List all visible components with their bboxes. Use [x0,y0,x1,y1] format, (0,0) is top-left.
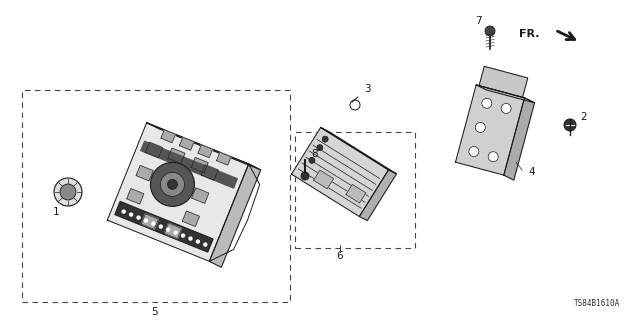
Circle shape [150,162,195,206]
Text: 5: 5 [152,307,158,317]
Circle shape [482,98,492,108]
Polygon shape [108,123,249,261]
Circle shape [317,145,323,151]
Polygon shape [209,164,260,267]
Circle shape [54,178,82,206]
Polygon shape [321,127,397,174]
Text: 3: 3 [364,84,371,94]
Circle shape [476,123,485,132]
Circle shape [469,147,479,156]
Polygon shape [115,202,213,252]
Polygon shape [198,145,212,158]
Polygon shape [191,157,208,173]
Polygon shape [476,85,534,103]
Circle shape [301,172,309,180]
Polygon shape [145,142,163,158]
Polygon shape [147,123,260,170]
Polygon shape [179,137,194,150]
Circle shape [168,180,177,189]
Polygon shape [359,170,397,220]
Polygon shape [192,188,209,203]
Circle shape [182,234,184,237]
Circle shape [137,216,140,219]
Text: 6: 6 [337,251,343,261]
Polygon shape [141,141,237,188]
Circle shape [166,228,170,231]
Polygon shape [127,188,144,204]
Text: 2: 2 [580,112,588,122]
Polygon shape [182,211,200,227]
Circle shape [488,152,498,162]
Polygon shape [161,130,175,143]
Bar [295,132,415,248]
Polygon shape [314,170,333,189]
Circle shape [196,240,200,243]
Text: 8: 8 [312,149,318,159]
Circle shape [309,157,315,163]
Circle shape [122,210,125,213]
Polygon shape [141,214,159,229]
Circle shape [564,119,576,131]
Polygon shape [504,98,534,180]
Polygon shape [456,85,525,175]
Text: FR.: FR. [520,29,540,39]
Text: 1: 1 [52,207,60,217]
Polygon shape [216,152,231,165]
Circle shape [485,26,495,36]
Text: 4: 4 [529,167,535,177]
Polygon shape [291,127,388,217]
Circle shape [60,184,76,200]
Polygon shape [136,165,153,181]
Polygon shape [346,184,366,203]
Polygon shape [201,165,218,180]
Text: TS84B1610A: TS84B1610A [573,299,620,308]
Circle shape [174,231,177,234]
Circle shape [501,103,511,114]
Circle shape [189,237,192,240]
Circle shape [130,213,132,216]
Circle shape [204,243,207,246]
Circle shape [161,172,184,196]
Polygon shape [168,148,185,164]
Polygon shape [479,66,528,97]
Circle shape [159,225,163,228]
Circle shape [322,136,328,142]
Text: 7: 7 [475,16,481,26]
Circle shape [152,222,155,225]
Polygon shape [164,223,182,239]
Circle shape [145,219,147,222]
Bar [22,90,290,302]
